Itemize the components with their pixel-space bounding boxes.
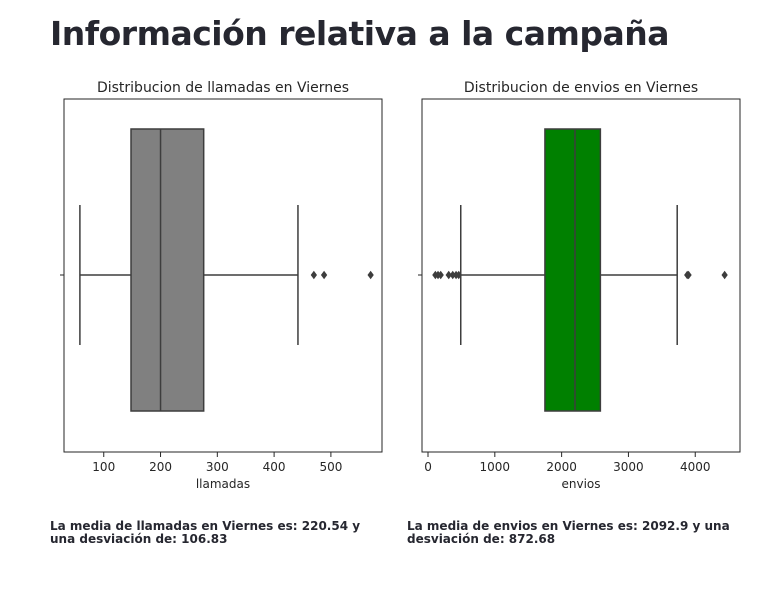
outlier-point: [455, 270, 462, 280]
page-title: Información relativa a la campaña: [50, 14, 670, 53]
outlier-point: [367, 270, 374, 280]
outlier-point: [437, 270, 444, 280]
x-tick-label: 4000: [680, 460, 711, 474]
iqr-box: [544, 128, 602, 412]
envios-stats-text: La media de envios en Viernes es: 2092.9…: [407, 519, 730, 546]
outlier-point: [721, 270, 728, 280]
outlier-point: [310, 270, 318, 280]
x-tick-label: 500: [319, 460, 342, 474]
chart-title: Distribucion de envios en Viernes: [464, 80, 698, 96]
x-tick-label: 200: [149, 460, 172, 474]
x-axis-label: llamadas: [196, 477, 250, 491]
x-tick-label: 0: [424, 460, 432, 474]
chart-title: Distribucion de llamadas en Viernes: [97, 80, 349, 96]
envios-boxplot-chart: Distribucion de envios en Viernes 0 1000 20…: [418, 80, 741, 491]
x-tick-label: 3000: [613, 460, 644, 474]
llamadas-boxplot-chart: Distribucion de llamadas en Viernes 100 20…: [60, 80, 383, 491]
llamadas-stats-text: La media de llamadas en Viernes es: 220.…: [50, 519, 361, 546]
x-tick-label: 2000: [546, 460, 577, 474]
outlier-point: [445, 270, 452, 280]
outlier-point: [449, 270, 456, 280]
x-tick-label: 300: [206, 460, 229, 474]
x-tick-label: 100: [92, 460, 115, 474]
x-axis-label: envios: [561, 477, 600, 491]
x-tick-label: 1000: [480, 460, 511, 474]
iqr-box: [130, 128, 205, 412]
outlier-point: [685, 270, 692, 280]
x-tick-label: 400: [263, 460, 286, 474]
outlier-point: [320, 270, 328, 280]
